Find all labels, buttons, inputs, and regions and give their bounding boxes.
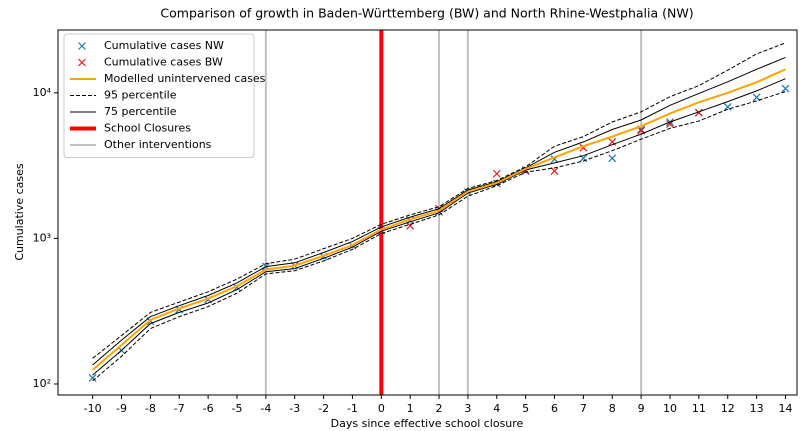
data-point (723, 102, 732, 111)
legend-label: 75 percentile (104, 105, 177, 118)
percentile-line (92, 42, 786, 359)
x-tick-label: -7 (174, 402, 185, 415)
x-tick-label: 5 (522, 402, 529, 415)
x-tick-label: 10 (663, 402, 677, 415)
y-tick-label: 10³ (33, 231, 51, 244)
x-tick-label: 11 (692, 402, 706, 415)
x-tick-label: -6 (203, 402, 214, 415)
legend-marker (78, 42, 86, 50)
data-point (550, 167, 559, 175)
x-tick-label: -1 (347, 402, 358, 415)
x-tick-label: -8 (145, 402, 156, 415)
x-tick-label: -9 (116, 402, 127, 415)
data-point (608, 154, 617, 163)
legend-label: Other interventions (104, 138, 212, 151)
legend-label: School Closures (104, 122, 191, 135)
x-tick-label: 2 (436, 402, 443, 415)
chart-title: Comparison of growth in Baden-Württember… (160, 6, 693, 21)
data-point (781, 84, 790, 93)
x-tick-label: 3 (464, 402, 471, 415)
x-tick-label: 6 (551, 402, 558, 415)
x-tick-label: 13 (750, 402, 764, 415)
data-point (88, 374, 97, 382)
x-tick-label: -3 (289, 402, 300, 415)
data-point (694, 108, 703, 117)
legend: Cumulative cases NW Cumulative cases BW Mo… (63, 33, 266, 158)
percentile-line (92, 78, 786, 376)
legend-label: Modelled unintervened cases (104, 72, 266, 85)
model-line (91, 68, 786, 371)
x-tick-label: 0 (378, 402, 385, 415)
x-tick-label: 12 (721, 402, 735, 415)
x-tick-label: -4 (260, 402, 271, 415)
legend-marker (78, 58, 86, 67)
x-tick-label: 14 (778, 402, 792, 415)
percentile-line (92, 91, 786, 382)
x-tick-label: -10 (84, 402, 102, 415)
legend-box (63, 33, 255, 158)
x-tick-label: -2 (318, 402, 329, 415)
x-tick-label: -5 (231, 402, 242, 415)
x-tick-label: 4 (493, 402, 500, 415)
legend-label: Cumulative cases BW (104, 56, 223, 69)
data-point (666, 120, 674, 128)
y-axis-label: Cumulative cases (13, 163, 26, 261)
x-tick-label: 9 (638, 402, 645, 415)
legend-label: Cumulative cases NW (104, 39, 224, 52)
x-tick-label: 8 (609, 402, 616, 415)
data-point (492, 169, 501, 178)
x-tick-label: 1 (407, 402, 414, 415)
y-tick-label: 10⁴ (33, 86, 52, 99)
y-tick-label: 10² (33, 377, 51, 390)
x-tick-label: 7 (580, 402, 587, 415)
legend-label: 95 percentile (104, 89, 177, 102)
percentile-line (92, 56, 786, 366)
plot-frame (57, 29, 798, 396)
x-axis-label: Days since effective school closure (331, 417, 524, 430)
